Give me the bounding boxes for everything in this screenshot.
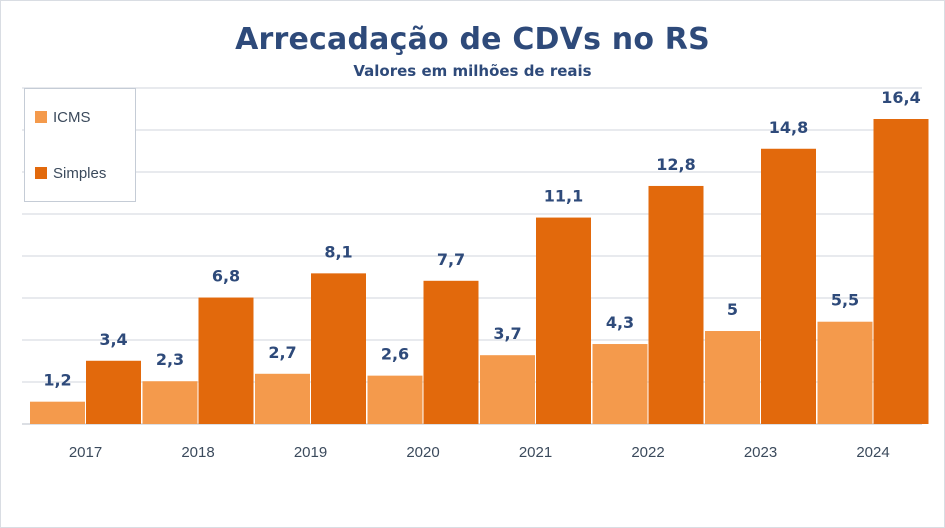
data-label-simples-2019: 8,1: [324, 242, 352, 261]
data-label-icms-2022: 4,3: [606, 313, 634, 332]
bar-icms-2021: [480, 355, 535, 424]
legend-swatch-icms: [35, 111, 47, 123]
bar-icms-2023: [705, 331, 760, 424]
x-tick-label-2022: 2022: [631, 444, 664, 461]
x-tick-label-2017: 2017: [69, 444, 102, 461]
data-label-simples-2022: 12,8: [656, 155, 695, 174]
x-tick-label-2024: 2024: [856, 444, 889, 461]
bar-icms-2019: [255, 373, 310, 424]
data-label-icms-2019: 2,7: [268, 343, 296, 362]
data-label-icms-2017: 1,2: [43, 371, 71, 390]
bar-simples-2022: [648, 185, 704, 424]
data-label-icms-2023: 5: [727, 300, 738, 319]
data-label-simples-2017: 3,4: [99, 330, 127, 349]
data-label-icms-2020: 2,6: [381, 345, 409, 364]
chart-subtitle: Valores em milhões de reais: [353, 62, 592, 80]
bar-icms-2018: [142, 381, 198, 424]
bar-icms-2017: [30, 401, 85, 424]
x-tick-label-2023: 2023: [744, 444, 777, 461]
bar-icms-2024: [817, 321, 873, 424]
legend-swatch-simples: [35, 167, 47, 179]
data-label-simples-2023: 14,8: [769, 118, 808, 137]
bar-simples-2019: [311, 273, 366, 424]
data-label-icms-2021: 3,7: [493, 324, 521, 343]
legend-item-icms: ICMS: [35, 107, 91, 127]
data-label-icms-2018: 2,3: [156, 350, 184, 369]
data-label-simples-2021: 11,1: [544, 187, 583, 206]
bar-icms-2022: [592, 344, 648, 424]
data-labels: 1,2 3,4 2,3 6,8 2,7 8,1 2,6 7,7 3,7 11,1 4,3 12,8 5 1…: [43, 88, 920, 390]
bar-simples-2023: [761, 148, 816, 424]
data-label-simples-2018: 6,8: [212, 267, 240, 286]
legend-label-simples: Simples: [53, 164, 107, 182]
bar-simples-2021: [536, 217, 591, 424]
x-axis-tick-labels: 2017 2018 2019 2020 2021 2022 2023 2024: [69, 444, 890, 461]
bar-simples-2017: [86, 360, 141, 424]
legend-item-simples: Simples: [35, 163, 106, 183]
bar-simples-2020: [423, 280, 479, 424]
legend: ICMS Simples: [24, 88, 136, 202]
x-tick-label-2021: 2021: [519, 444, 552, 461]
x-tick-label-2020: 2020: [406, 444, 439, 461]
data-label-icms-2024: 5,5: [831, 291, 859, 310]
chart-title: Arrecadação de CDVs no RS: [235, 22, 710, 57]
bar-simples-2018: [198, 297, 254, 424]
x-tick-label-2018: 2018: [181, 444, 214, 461]
data-label-simples-2024: 16,4: [881, 88, 920, 107]
data-label-simples-2020: 7,7: [437, 250, 465, 269]
bar-simples-2024: [873, 119, 929, 424]
legend-label-icms: ICMS: [53, 108, 91, 126]
bars: [30, 119, 929, 424]
x-tick-label-2019: 2019: [294, 444, 327, 461]
bar-icms-2020: [367, 375, 423, 424]
